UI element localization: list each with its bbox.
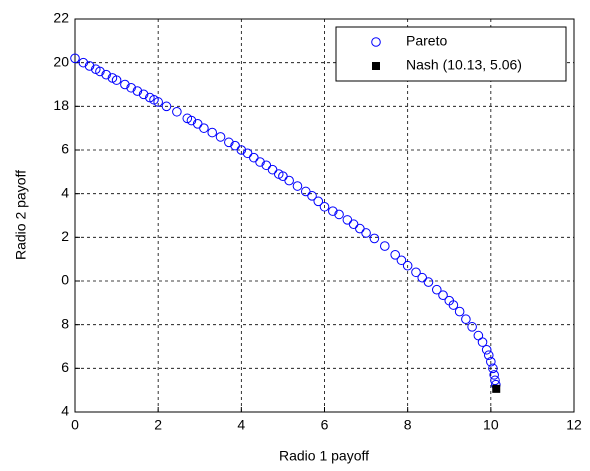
y-tick-label: 4 bbox=[61, 184, 69, 200]
point bbox=[78, 57, 89, 68]
point bbox=[411, 267, 421, 278]
point bbox=[489, 370, 499, 380]
point bbox=[215, 132, 226, 142]
point bbox=[224, 137, 234, 148]
x-tick-label: 12 bbox=[566, 417, 582, 433]
point bbox=[307, 191, 317, 201]
y-tick-label: 6 bbox=[61, 141, 69, 157]
point bbox=[390, 250, 400, 260]
point bbox=[292, 181, 303, 191]
point bbox=[313, 196, 324, 207]
point bbox=[126, 82, 136, 93]
x-axis-label: Radio 1 payoff bbox=[279, 448, 369, 464]
point bbox=[328, 206, 338, 216]
point bbox=[431, 284, 442, 295]
y-tick-label: 22 bbox=[53, 10, 69, 26]
point bbox=[402, 260, 413, 271]
point bbox=[161, 101, 172, 112]
point bbox=[207, 127, 218, 138]
y-tick-label: 4 bbox=[61, 403, 69, 419]
point bbox=[255, 157, 265, 167]
point bbox=[396, 255, 407, 266]
point bbox=[454, 306, 465, 317]
legend-marker bbox=[371, 37, 381, 47]
point bbox=[438, 290, 448, 300]
point bbox=[70, 53, 80, 64]
point bbox=[477, 337, 488, 347]
point bbox=[101, 69, 111, 80]
point bbox=[423, 277, 434, 287]
point bbox=[492, 384, 501, 393]
y-tick-label: 2 bbox=[61, 228, 69, 244]
point bbox=[481, 344, 492, 355]
x-tick-label: 2 bbox=[154, 417, 162, 433]
point bbox=[84, 61, 95, 71]
point bbox=[467, 322, 477, 332]
point bbox=[132, 86, 143, 96]
point bbox=[138, 89, 149, 100]
point bbox=[111, 75, 122, 85]
x-tick-label: 10 bbox=[483, 417, 499, 433]
legend-box bbox=[335, 26, 567, 82]
point bbox=[172, 106, 182, 117]
point bbox=[486, 356, 496, 367]
point bbox=[319, 201, 330, 212]
point bbox=[120, 79, 130, 90]
point bbox=[334, 209, 344, 220]
y-tick-label: 20 bbox=[53, 53, 69, 69]
x-tick-label: 0 bbox=[71, 417, 79, 433]
point bbox=[483, 350, 494, 361]
point bbox=[284, 175, 294, 186]
point bbox=[236, 145, 247, 155]
plot-area bbox=[75, 19, 574, 412]
point bbox=[186, 115, 197, 126]
axes-frame bbox=[74, 18, 575, 413]
point bbox=[361, 228, 371, 238]
x-tick-label: 6 bbox=[321, 417, 329, 433]
point bbox=[379, 241, 390, 251]
point bbox=[448, 300, 459, 310]
y-axis-label: Radio 2 payoff bbox=[13, 170, 29, 260]
point bbox=[369, 233, 380, 244]
point bbox=[95, 66, 105, 77]
legend-label: Pareto bbox=[406, 33, 447, 49]
y-tick-label: 0 bbox=[61, 272, 69, 288]
y-tick-label: 18 bbox=[53, 97, 69, 113]
x-tick-label: 4 bbox=[237, 417, 245, 433]
point bbox=[153, 97, 163, 107]
point bbox=[490, 375, 500, 386]
y-tick-label: 6 bbox=[61, 359, 69, 375]
legend-marker bbox=[372, 62, 380, 70]
point bbox=[199, 123, 209, 133]
x-tick-label: 8 bbox=[404, 417, 412, 433]
legend-label: Nash (10.13, 5.06) bbox=[406, 57, 522, 73]
point bbox=[461, 314, 471, 325]
y-tick-label: 8 bbox=[61, 315, 69, 331]
point bbox=[488, 363, 498, 374]
